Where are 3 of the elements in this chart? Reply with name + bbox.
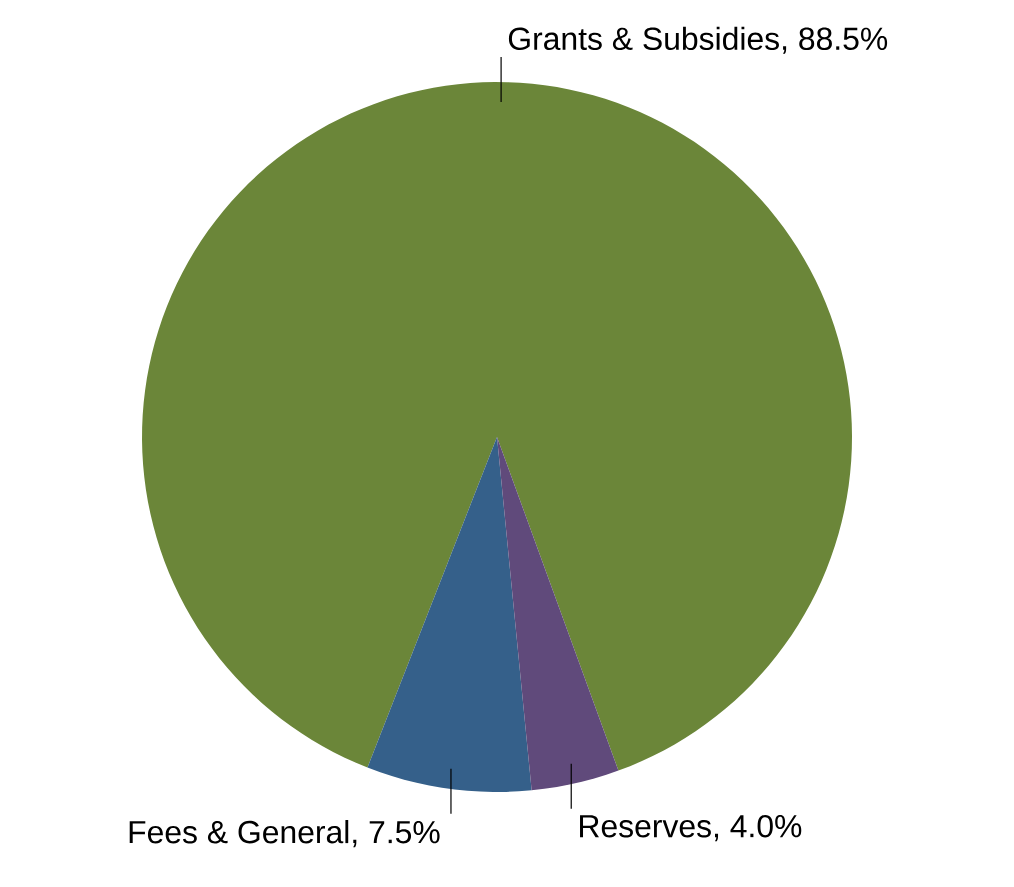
slice-label: Reserves, 4.0% [580,814,802,842]
slice-label: Fees & General, 7.5% [129,820,440,848]
slice-label: Grants & Subsidies, 88.5% [508,26,888,54]
